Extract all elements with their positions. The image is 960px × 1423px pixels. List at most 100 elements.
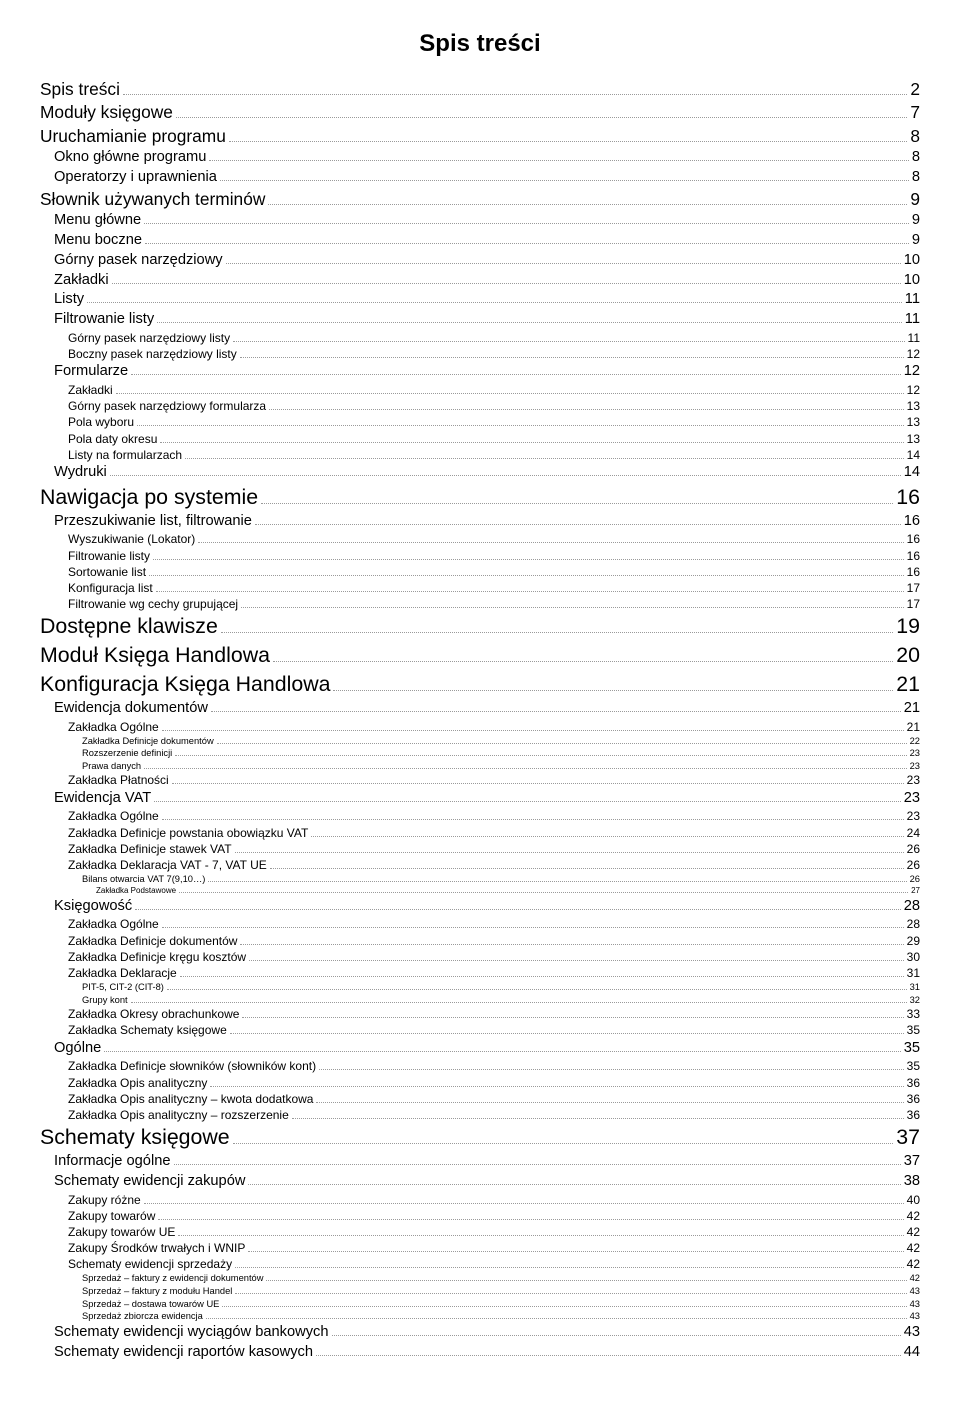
toc-label: Zakupy różne bbox=[68, 1192, 141, 1208]
toc-page-number: 11 bbox=[908, 330, 920, 346]
toc-page-number: 16 bbox=[896, 483, 920, 512]
toc-label: Menu główne bbox=[54, 211, 141, 231]
toc-label: Wydruki bbox=[54, 463, 107, 483]
toc-leader-dots bbox=[211, 700, 901, 712]
toc-leader-dots bbox=[221, 616, 893, 633]
toc-entry: Spis treści2 bbox=[40, 78, 920, 101]
toc-page-number: 13 bbox=[907, 398, 920, 414]
toc-page-number: 42 bbox=[907, 1208, 920, 1224]
toc-page-number: 10 bbox=[904, 271, 920, 291]
toc-page-number: 8 bbox=[912, 148, 920, 168]
toc-label: Zakupy towarów bbox=[68, 1208, 155, 1224]
toc-label: Zakładka Opis analityczny – kwota dodatk… bbox=[68, 1091, 313, 1107]
toc-leader-dots bbox=[178, 1226, 903, 1236]
toc-label: Zakładka Deklaracje bbox=[68, 965, 177, 981]
toc-page-number: 17 bbox=[907, 596, 920, 612]
toc-label: Zakładka Opis analityczny – rozszerzenie bbox=[68, 1107, 289, 1123]
toc-label: Zakładki bbox=[54, 271, 109, 291]
toc-label: Zakładka Definicje dokumentów bbox=[68, 933, 237, 949]
toc-page-number: 38 bbox=[904, 1172, 920, 1192]
toc-leader-dots bbox=[210, 1077, 903, 1087]
toc-label: Zakładka Schematy księgowe bbox=[68, 1022, 227, 1038]
toc-entry: Zakupy towarów 42 bbox=[40, 1208, 920, 1224]
toc-leader-dots bbox=[229, 128, 907, 142]
toc-leader-dots bbox=[179, 886, 908, 892]
toc-label: Zakładka Opis analityczny bbox=[68, 1075, 207, 1091]
toc-leader-dots bbox=[145, 232, 909, 244]
toc-leader-dots bbox=[162, 811, 904, 821]
toc-leader-dots bbox=[160, 433, 903, 443]
toc-entry: Zakładki12 bbox=[40, 382, 920, 398]
toc-page-number: 42 bbox=[907, 1224, 920, 1240]
toc-leader-dots bbox=[249, 951, 904, 961]
toc-page-number: 37 bbox=[904, 1152, 920, 1172]
toc-leader-dots bbox=[248, 1173, 900, 1185]
toc-label: Zakupy Środków trwałych i WNIP bbox=[68, 1240, 245, 1256]
toc-label: Sprzedaż – faktury z modułu Handel bbox=[82, 1285, 232, 1298]
toc-page-number: 27 bbox=[911, 886, 920, 897]
toc-entry: Listy11 bbox=[40, 290, 920, 310]
toc-label: Spis treści bbox=[40, 78, 120, 101]
toc-label: Zakładka Deklaracja VAT - 7, VAT UE bbox=[68, 857, 267, 873]
toc-page-number: 28 bbox=[904, 897, 920, 917]
toc-entry: Zakładki 10 bbox=[40, 271, 920, 291]
toc-label: Rozszerzenie definicji bbox=[82, 747, 172, 760]
toc-leader-dots bbox=[269, 401, 904, 411]
toc-entry: Zakładka Deklaracja VAT - 7, VAT UE26 bbox=[40, 857, 920, 873]
toc-entry: Konfiguracja Księga Handlowa21 bbox=[40, 670, 920, 699]
toc-leader-dots bbox=[233, 1127, 894, 1144]
toc-leader-dots bbox=[167, 983, 907, 990]
toc-entry: Górny pasek narzędziowy listy11 bbox=[40, 330, 920, 346]
toc-leader-dots bbox=[255, 513, 901, 525]
toc-page-number: 36 bbox=[907, 1107, 920, 1123]
toc-page-number: 23 bbox=[907, 772, 920, 788]
toc-label: Moduł Księga Handlowa bbox=[40, 641, 270, 670]
toc-entry: Okno główne programu 8 bbox=[40, 148, 920, 168]
toc-label: Ogólne bbox=[54, 1039, 101, 1059]
toc-entry: Zakładka Ogólne21 bbox=[40, 719, 920, 735]
toc-entry: Moduł Księga Handlowa20 bbox=[40, 641, 920, 670]
toc-entry: Zakładka Definicje powstania obowiązku V… bbox=[40, 825, 920, 841]
toc-label: Zakładka Definicje stawek VAT bbox=[68, 841, 232, 857]
toc-leader-dots bbox=[153, 550, 904, 560]
toc-page-number: 43 bbox=[904, 1323, 920, 1343]
toc-leader-dots bbox=[144, 1194, 904, 1204]
toc-page-number: 43 bbox=[910, 1310, 920, 1323]
toc-entry: Zakładka Ogólne28 bbox=[40, 916, 920, 932]
toc-entry: Zakładka Definicje dokumentów22 bbox=[40, 735, 920, 748]
toc-page-number: 13 bbox=[907, 431, 920, 447]
toc-leader-dots bbox=[87, 292, 902, 304]
toc-entry: Informacje ogólne37 bbox=[40, 1152, 920, 1172]
toc-label: Moduły księgowe bbox=[40, 101, 173, 124]
toc-page-number: 21 bbox=[896, 670, 920, 699]
toc-entry: Uruchamianie programu8 bbox=[40, 125, 920, 148]
toc-entry: Zakładka Definicje dokumentów29 bbox=[40, 933, 920, 949]
toc-label: Bilans otwarcia VAT 7(9,10…) bbox=[82, 873, 205, 886]
toc-label: Schematy ewidencji raportów kasowych bbox=[54, 1343, 313, 1363]
toc-leader-dots bbox=[144, 761, 906, 768]
toc-entry: Zakładka Płatności23 bbox=[40, 772, 920, 788]
toc-label: Sprzedaż zbiorcza ewidencja bbox=[82, 1310, 203, 1323]
toc-label: Sortowanie list bbox=[68, 564, 146, 580]
toc-label: Grupy kont bbox=[82, 994, 128, 1007]
toc-leader-dots bbox=[319, 1061, 904, 1071]
toc-entry: Sprzedaż – faktury z ewidencji dokumentó… bbox=[40, 1272, 920, 1285]
toc-page-number: 37 bbox=[896, 1123, 920, 1152]
toc-label: Zakładka Okresy obrachunkowe bbox=[68, 1006, 239, 1022]
toc-entry: Grupy kont32 bbox=[40, 994, 920, 1007]
toc-page-number: 16 bbox=[907, 564, 920, 580]
toc-page-number: 36 bbox=[907, 1091, 920, 1107]
toc-leader-dots bbox=[220, 169, 909, 181]
toc-label: Okno główne programu bbox=[54, 148, 206, 168]
toc-leader-dots bbox=[174, 1153, 901, 1165]
toc-entry: Górny pasek narzędziowy10 bbox=[40, 251, 920, 271]
toc-entry: Schematy ewidencji wyciągów bankowych43 bbox=[40, 1323, 920, 1343]
toc-page-number: 16 bbox=[904, 512, 920, 532]
toc-entry: Sprzedaż – dostawa towarów UE43 bbox=[40, 1298, 920, 1311]
toc-leader-dots bbox=[209, 149, 908, 161]
toc-page-number: 23 bbox=[910, 760, 920, 773]
toc-page-number: 7 bbox=[910, 101, 920, 124]
toc-leader-dots bbox=[311, 827, 903, 837]
toc-label: Filtrowanie listy bbox=[54, 310, 154, 330]
toc-page-number: 12 bbox=[907, 346, 920, 362]
